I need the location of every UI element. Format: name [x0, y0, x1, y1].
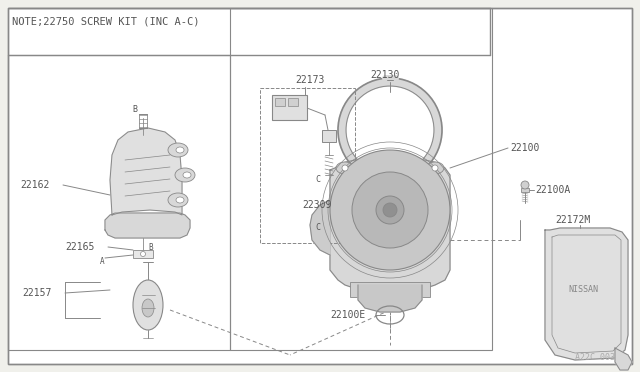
Text: C: C [315, 176, 320, 185]
Text: A: A [100, 257, 104, 266]
Ellipse shape [336, 162, 354, 174]
Bar [8, 55, 230, 350]
Bar [260, 88, 355, 243]
Ellipse shape [142, 299, 154, 317]
Ellipse shape [176, 147, 184, 153]
Bar [133, 250, 153, 258]
Text: 22173: 22173 [295, 75, 324, 85]
Text: 22130: 22130 [370, 70, 399, 80]
Ellipse shape [133, 280, 163, 330]
Polygon shape [545, 228, 628, 360]
Text: 22100E: 22100E [330, 310, 365, 320]
Polygon shape [310, 200, 330, 255]
Circle shape [342, 165, 348, 171]
Ellipse shape [176, 197, 184, 203]
Polygon shape [110, 128, 182, 215]
Bar [350, 282, 430, 297]
Circle shape [383, 203, 397, 217]
Ellipse shape [168, 143, 188, 157]
Text: 22165: 22165 [65, 242, 94, 252]
Bar [272, 95, 307, 120]
Polygon shape [330, 160, 450, 290]
Polygon shape [358, 285, 422, 312]
Ellipse shape [168, 193, 188, 207]
Ellipse shape [175, 168, 195, 182]
Circle shape [352, 172, 428, 248]
Polygon shape [105, 213, 190, 238]
Text: 22172M: 22172M [555, 215, 590, 225]
Bar [322, 130, 336, 142]
Circle shape [376, 196, 404, 224]
Ellipse shape [426, 162, 444, 174]
Text: B: B [148, 243, 152, 251]
Text: 22157: 22157 [22, 288, 51, 298]
Text: B: B [132, 106, 137, 115]
Bar [521, 188, 529, 192]
Text: 22100A: 22100A [535, 185, 570, 195]
Text: 22100: 22100 [510, 143, 540, 153]
Circle shape [141, 251, 145, 257]
Text: 22162: 22162 [20, 180, 49, 190]
Text: C: C [315, 224, 320, 232]
Circle shape [521, 181, 529, 189]
Text: NISSAN: NISSAN [568, 285, 598, 295]
Ellipse shape [183, 172, 191, 178]
Polygon shape [615, 348, 632, 370]
Text: 22309: 22309 [302, 200, 332, 210]
Bar [288, 98, 298, 106]
Circle shape [432, 165, 438, 171]
Wedge shape [338, 78, 442, 182]
Circle shape [330, 150, 450, 270]
Bar [275, 98, 285, 106]
Text: A22C 003: A22C 003 [575, 353, 615, 362]
Bar [139, 114, 147, 128]
Bar [230, 8, 492, 350]
Text: NOTE;22750 SCREW KIT (INC A-C): NOTE;22750 SCREW KIT (INC A-C) [12, 17, 200, 27]
